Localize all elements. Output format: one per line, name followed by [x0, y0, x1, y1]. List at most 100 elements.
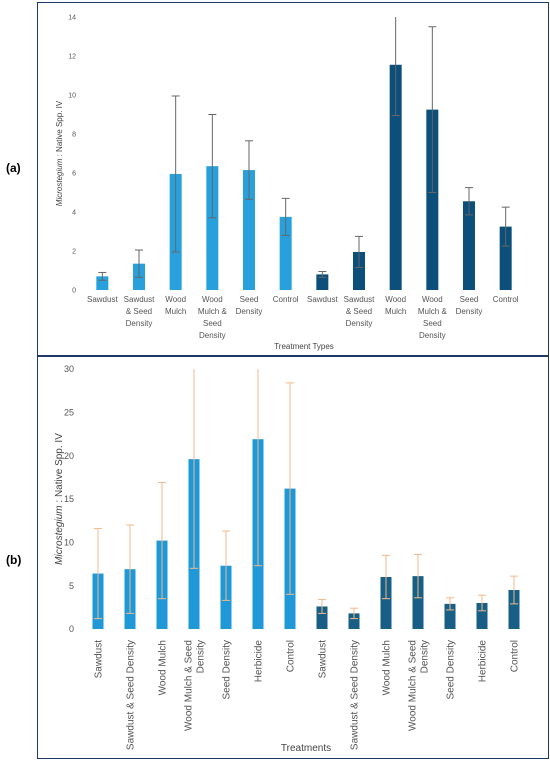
error-bar [478, 594, 486, 612]
x-category-label: Control [510, 640, 521, 672]
y-tick-label: 15 [64, 494, 74, 504]
x-category-label: Sawdust [87, 295, 118, 304]
x-category-label: Density [236, 307, 263, 316]
error-bar [245, 140, 253, 200]
x-category-label: Density [420, 640, 431, 673]
x-category-label: Wood [385, 295, 406, 304]
x-category-label: Seed [240, 295, 259, 304]
x-category-label: Wood [165, 295, 186, 304]
error-bar [126, 524, 134, 614]
x-category-label: Seed Density [446, 640, 457, 699]
y-tick-label: 10 [64, 537, 74, 547]
y-axis-title-italic: Microstegium [54, 505, 65, 564]
error-bar [465, 187, 473, 216]
error-bar [510, 575, 518, 605]
x-category-label: Wood Mulch [382, 640, 393, 695]
panel-a-frame [37, 2, 549, 356]
y-tick-label: 0 [72, 287, 76, 294]
error-bar [171, 95, 180, 253]
x-category-label: Mulch [165, 307, 186, 316]
y-tick-label: 2 [72, 248, 76, 255]
bar [348, 613, 360, 629]
y-axis-title-rest: : Native Spp. IV [55, 100, 64, 158]
error-bar [414, 553, 422, 599]
x-category-label: Density [346, 319, 373, 328]
y-axis-title-rest: : Native Spp. IV [54, 433, 65, 506]
error-bar [501, 206, 510, 247]
bar [380, 577, 392, 629]
y-tick-label: 0 [69, 624, 74, 634]
x-category-label: Sawdust [318, 640, 329, 679]
y-axis-title: Microstegium : Native Spp. IV [55, 100, 64, 206]
error-bar [190, 369, 198, 569]
x-category-label: Density [196, 640, 207, 673]
bar [316, 274, 329, 290]
error-bar [281, 197, 290, 236]
x-category-label: Mulch [385, 307, 406, 316]
error-bar [135, 249, 143, 278]
y-tick-label: 25 [64, 407, 74, 417]
x-category-label: Mulch & [418, 307, 448, 316]
x-category-label: Wood Mulch & Seed [184, 640, 195, 731]
x-category-label: Density [419, 331, 446, 340]
error-bar [98, 271, 107, 281]
y-tick-label: 10 [68, 92, 76, 99]
y-tick-label: 4 [72, 209, 76, 216]
x-category-label: Control [273, 295, 299, 304]
bar [243, 170, 255, 290]
x-category-label: Wood Mulch [158, 640, 169, 695]
error-bar [318, 270, 327, 278]
x-axis-title: Treatment Types [274, 342, 334, 351]
y-axis-title: Microstegium : Native Spp. IV [54, 433, 65, 565]
error-bar [382, 554, 390, 600]
error-bar [350, 607, 358, 620]
y-tick-label: 8 [72, 131, 76, 138]
x-category-label: Seed [203, 319, 222, 328]
error-bar [208, 114, 217, 219]
x-category-label: Sawdust & Seed Density [126, 640, 137, 750]
x-category-label: Density [456, 307, 483, 316]
x-category-label: Herbicide [478, 640, 489, 683]
x-category-label: Seed [423, 319, 442, 328]
x-category-label: Control [286, 640, 297, 672]
bar [412, 576, 424, 629]
x-category-label: Seed [460, 295, 479, 304]
x-category-label: Density [199, 331, 226, 340]
error-bar [94, 527, 102, 620]
x-axis-title: Treatments [281, 743, 331, 754]
error-bar [428, 26, 437, 193]
x-category-label: Sawdust [344, 295, 375, 304]
x-category-label: Wood Mulch & Seed [408, 640, 419, 731]
y-tick-label: 30 [64, 364, 74, 374]
bar [389, 64, 402, 291]
bar [426, 109, 439, 290]
x-category-label: Sawdust [307, 295, 338, 304]
bar [353, 251, 365, 290]
bar [463, 201, 475, 290]
x-category-label: Wood [202, 295, 223, 304]
x-category-label: Density [126, 319, 153, 328]
error-bar [391, 17, 400, 116]
x-category-label: Sawdust [124, 295, 155, 304]
bar [316, 606, 328, 629]
error-bar [254, 369, 262, 567]
error-bar [355, 235, 363, 269]
x-category-label: & Seed [126, 307, 152, 316]
x-category-label: Sawdust & Seed Density [350, 640, 361, 750]
y-tick-label: 5 [69, 581, 74, 591]
x-category-label: Herbicide [254, 640, 265, 683]
x-category-label: Mulch & [198, 307, 228, 316]
y-axis-title-italic: Microstegium [55, 158, 64, 206]
error-bar [222, 530, 230, 601]
error-bar [158, 482, 166, 600]
y-tick-label: 6 [72, 170, 76, 177]
error-bar [286, 382, 294, 595]
y-tick-label: 12 [68, 53, 76, 60]
x-category-label: Wood [422, 295, 443, 304]
bar [444, 603, 456, 629]
bar [476, 603, 488, 629]
panel-a-label: (a) [6, 161, 21, 175]
error-bar [446, 597, 454, 611]
